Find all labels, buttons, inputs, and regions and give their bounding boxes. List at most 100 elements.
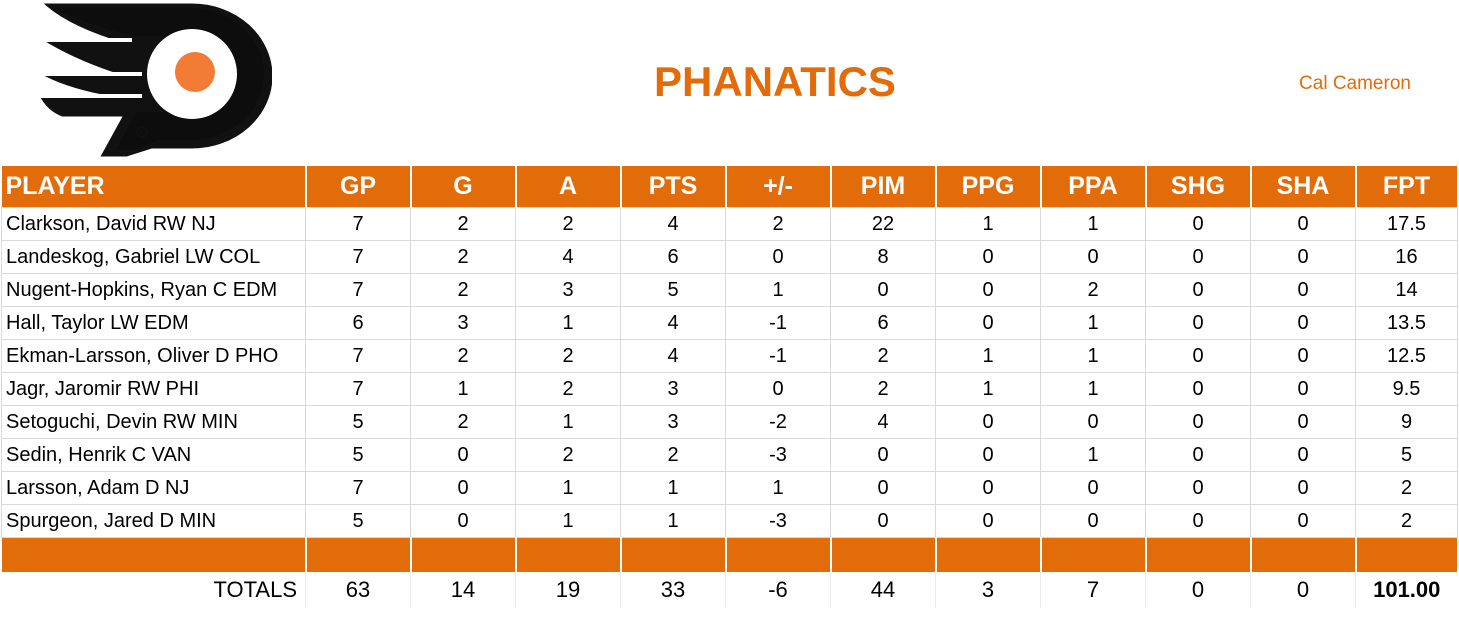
cell-a: 2	[515, 339, 621, 373]
spacer-cell	[514, 537, 622, 572]
cell-sha: 0	[1250, 471, 1356, 505]
cell-shg: 0	[1145, 339, 1251, 373]
cell-g: 0	[410, 504, 516, 538]
cell-ppg: 1	[935, 339, 1041, 373]
cell-pts: 1	[620, 471, 726, 505]
total-shg: 0	[1145, 572, 1251, 608]
cell-plus-minus: -1	[725, 306, 831, 340]
column-header-gp: GP	[304, 166, 412, 208]
flyers-logo-icon: R	[32, 0, 272, 160]
column-header-shg: SHG	[1144, 166, 1252, 208]
total-pim: 44	[830, 572, 936, 608]
cell-pim: 6	[830, 306, 936, 340]
cell-plus-minus: -2	[725, 405, 831, 439]
cell-fpt: 9.5	[1355, 372, 1458, 406]
cell-fpt: 13.5	[1355, 306, 1458, 340]
cell-plus-minus: -3	[725, 504, 831, 538]
cell-ppg: 0	[935, 240, 1041, 274]
cell-pim: 2	[830, 339, 936, 373]
cell-pim: 0	[830, 504, 936, 538]
cell-pts: 1	[620, 504, 726, 538]
cell-sha: 0	[1250, 504, 1356, 538]
cell-ppa: 0	[1040, 504, 1146, 538]
spacer-row	[1, 537, 1459, 572]
totals-row: TOTALS 63 14 19 33 -6 44 3 7 0 0 101.00	[2, 572, 1458, 608]
cell-sha: 0	[1250, 405, 1356, 439]
cell-ppg: 0	[935, 471, 1041, 505]
cell-shg: 0	[1145, 372, 1251, 406]
spacer-cell	[619, 537, 727, 572]
cell-ppa: 1	[1040, 339, 1146, 373]
cell-gp: 7	[305, 339, 411, 373]
cell-gp: 6	[305, 306, 411, 340]
cell-a: 2	[515, 372, 621, 406]
cell-pim: 2	[830, 372, 936, 406]
cell-sha: 0	[1250, 339, 1356, 373]
cell-a: 2	[515, 438, 621, 472]
cell-ppa: 0	[1040, 240, 1146, 274]
total-ppg: 3	[935, 572, 1041, 608]
cell-pim: 0	[830, 438, 936, 472]
table-row: Sedin, Henrik C VAN 5 0 2 2 -3 0 0 1 0 0 5	[1, 438, 1458, 472]
cell-gp: 7	[305, 240, 411, 274]
spacer-cell	[1, 537, 307, 572]
table-row: Jagr, Jaromir RW PHI 7 1 2 3 0 2 1 1 0 0 9.5	[1, 372, 1458, 406]
column-header-plus-minus: +/-	[724, 166, 832, 208]
cell-ppg: 0	[935, 273, 1041, 307]
spacer-cell	[934, 537, 1042, 572]
cell-shg: 0	[1145, 504, 1251, 538]
cell-pts: 4	[620, 339, 726, 373]
owner-name: Cal Cameron	[1299, 73, 1411, 94]
column-header-ppg: PPG	[934, 166, 1042, 208]
spacer-cell	[1354, 537, 1459, 572]
spacer-cell	[724, 537, 832, 572]
total-pts: 33	[620, 572, 726, 608]
cell-fpt: 5	[1355, 438, 1458, 472]
cell-player: Nugent-Hopkins, Ryan C EDM	[1, 273, 306, 307]
cell-g: 2	[410, 273, 516, 307]
spacer-cell	[1144, 537, 1252, 572]
cell-ppg: 0	[935, 405, 1041, 439]
total-g: 14	[410, 572, 516, 608]
cell-gp: 7	[305, 471, 411, 505]
cell-shg: 0	[1145, 273, 1251, 307]
header: R PHANATICS Cal Cameron	[0, 0, 1459, 165]
cell-ppg: 0	[935, 504, 1041, 538]
stats-table: PLAYER GP G A PTS +/- PIM PPG PPA SHG SH…	[1, 166, 1459, 608]
cell-shg: 0	[1145, 207, 1251, 241]
cell-pim: 0	[830, 471, 936, 505]
cell-plus-minus: -1	[725, 339, 831, 373]
table-row: Ekman-Larsson, Oliver D PHO 7 2 2 4 -1 2 1 1 0 0 12…	[1, 339, 1458, 373]
cell-ppa: 2	[1040, 273, 1146, 307]
cell-sha: 0	[1250, 372, 1356, 406]
cell-shg: 0	[1145, 471, 1251, 505]
cell-gp: 7	[305, 273, 411, 307]
team-name: PHANATICS	[654, 58, 896, 105]
cell-player: Spurgeon, Jared D MIN	[1, 504, 306, 538]
cell-fpt: 9	[1355, 405, 1458, 439]
cell-player: Hall, Taylor LW EDM	[1, 306, 306, 340]
cell-player: Jagr, Jaromir RW PHI	[1, 372, 306, 406]
header-row: PLAYER GP G A PTS +/- PIM PPG PPA SHG SH…	[1, 166, 1459, 208]
cell-ppg: 0	[935, 306, 1041, 340]
cell-ppa: 0	[1040, 405, 1146, 439]
cell-pts: 4	[620, 207, 726, 241]
cell-shg: 0	[1145, 405, 1251, 439]
cell-g: 0	[410, 471, 516, 505]
cell-a: 1	[515, 504, 621, 538]
cell-g: 2	[410, 405, 516, 439]
cell-g: 2	[410, 339, 516, 373]
cell-a: 4	[515, 240, 621, 274]
cell-a: 1	[515, 471, 621, 505]
cell-player: Landeskog, Gabriel LW COL	[1, 240, 306, 274]
totals-label: TOTALS	[213, 577, 297, 602]
total-fpt: 101.00	[1355, 572, 1458, 608]
total-ppa: 7	[1040, 572, 1146, 608]
cell-gp: 7	[305, 207, 411, 241]
cell-pts: 3	[620, 405, 726, 439]
svg-text:R: R	[140, 129, 145, 137]
cell-g: 2	[410, 240, 516, 274]
cell-plus-minus: 2	[725, 207, 831, 241]
cell-pts: 5	[620, 273, 726, 307]
table-row: Hall, Taylor LW EDM 6 3 1 4 -1 6 0 1 0 0 13.5	[1, 306, 1458, 340]
